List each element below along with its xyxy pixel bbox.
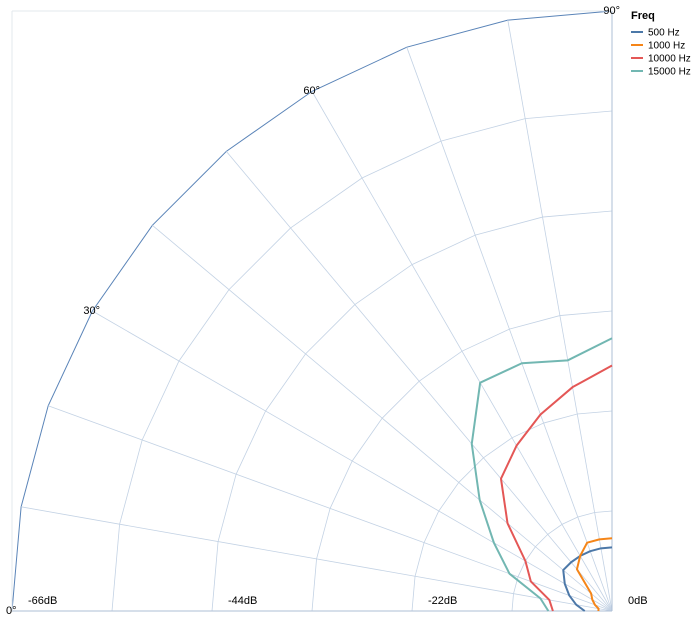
chart-grid <box>11 10 613 612</box>
grid-ring <box>11 10 613 612</box>
grid-spoke <box>507 20 613 612</box>
grid-spoke <box>152 225 613 612</box>
legend-label: 500 Hz <box>648 28 680 39</box>
grid-ring <box>211 210 613 612</box>
grid-ring <box>511 510 613 612</box>
grid-spoke <box>226 151 613 612</box>
legend-label: 1000 Hz <box>648 41 685 52</box>
angle-tick-label: 60° <box>303 85 320 97</box>
series-layer <box>470 337 613 612</box>
plot-frame <box>11 10 613 612</box>
radius-tick-label: -44dB <box>228 595 257 607</box>
grid-spoke <box>311 91 613 612</box>
series-line-0 <box>562 546 613 612</box>
radius-tick-label: -66dB <box>28 595 57 607</box>
series-line-3 <box>470 337 613 612</box>
radius-tick-labels: 0dB -22dB -44dB -66dB <box>28 595 648 607</box>
series-line-2 <box>499 364 613 612</box>
angle-tick-label: 30° <box>83 305 100 317</box>
grid-ring <box>411 410 613 612</box>
grid-ring <box>111 110 613 612</box>
grid-spoke <box>48 405 613 612</box>
legend-title: Freq <box>631 10 655 22</box>
radius-tick-label: -22dB <box>428 595 457 607</box>
legend-label: 15000 Hz <box>648 67 691 78</box>
angle-tick-label: 90° <box>603 5 620 17</box>
grid-ring <box>311 310 613 612</box>
legend-label: 10000 Hz <box>648 54 691 65</box>
angle-tick-labels: 0° 30° 60° 90° <box>6 5 620 617</box>
grid-spoke <box>21 506 613 612</box>
legend: Freq 500 Hz 1000 Hz 10000 Hz 15000 Hz <box>631 10 691 78</box>
series-line-1 <box>575 537 613 612</box>
angle-tick-label: 0° <box>6 605 17 617</box>
grid-spoke <box>406 47 613 612</box>
radius-tick-label: 0dB <box>628 595 648 607</box>
